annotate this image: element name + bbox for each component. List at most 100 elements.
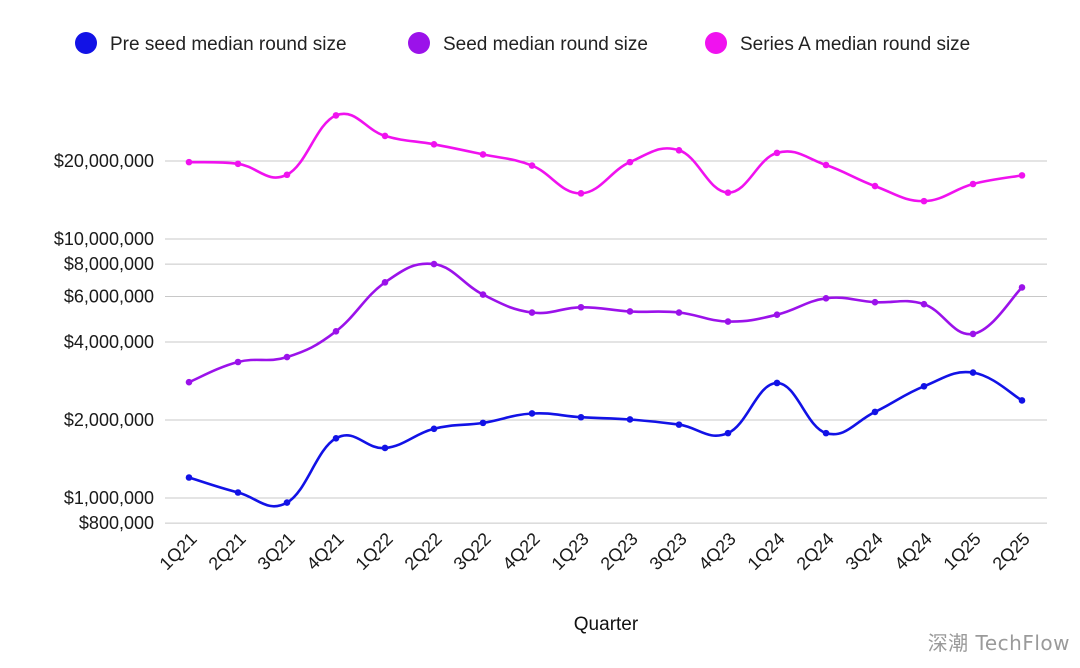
legend-item: Pre seed median round size bbox=[75, 32, 347, 55]
x-tick-label: 1Q23 bbox=[548, 529, 593, 574]
data-point bbox=[234, 489, 242, 496]
data-point bbox=[185, 158, 193, 166]
data-point bbox=[675, 309, 683, 316]
data-point bbox=[528, 309, 536, 316]
x-tick-label: 3Q24 bbox=[842, 529, 887, 574]
series-line-2 bbox=[187, 112, 1024, 203]
data-point bbox=[430, 141, 438, 148]
data-point bbox=[920, 197, 928, 205]
x-tick-label: 3Q22 bbox=[450, 529, 495, 574]
legend-label: Series A median round size bbox=[740, 34, 970, 55]
x-tick-label: 2Q23 bbox=[597, 529, 642, 574]
series-line-0 bbox=[187, 370, 1024, 508]
gridlines bbox=[165, 160, 1047, 524]
data-point bbox=[185, 378, 193, 386]
data-point bbox=[332, 112, 340, 119]
data-point bbox=[577, 413, 585, 421]
data-point bbox=[479, 419, 487, 427]
y-tick-label: $2,000,000 bbox=[64, 410, 154, 430]
data-point bbox=[822, 295, 830, 302]
data-point bbox=[479, 291, 487, 298]
data-point bbox=[969, 369, 977, 376]
data-point bbox=[773, 311, 781, 319]
data-point bbox=[577, 303, 585, 311]
legend-label: Pre seed median round size bbox=[110, 34, 347, 55]
legend-marker bbox=[705, 32, 727, 54]
x-tick-label: 4Q22 bbox=[499, 529, 544, 574]
legend-marker bbox=[408, 32, 430, 54]
legend-label: Seed median round size bbox=[443, 34, 648, 55]
data-point bbox=[577, 190, 585, 197]
x-tick-label: 1Q22 bbox=[352, 529, 397, 574]
data-point bbox=[969, 330, 977, 338]
data-point bbox=[969, 180, 977, 188]
series-lines bbox=[187, 112, 1024, 508]
legend: Pre seed median round size Seed median ro… bbox=[75, 32, 970, 55]
legend-marker bbox=[75, 32, 97, 54]
data-point bbox=[185, 474, 193, 481]
series-line-1 bbox=[187, 262, 1024, 384]
data-point bbox=[871, 298, 879, 306]
data-point bbox=[283, 171, 291, 179]
x-tick-label: 2Q25 bbox=[989, 529, 1034, 574]
x-tick-label: 3Q23 bbox=[646, 529, 691, 574]
x-tick-label: 1Q25 bbox=[940, 529, 985, 574]
data-point bbox=[479, 151, 487, 158]
data-point bbox=[332, 328, 340, 335]
data-point bbox=[724, 318, 732, 325]
data-point bbox=[626, 416, 634, 423]
y-tick-label: $6,000,000 bbox=[64, 286, 154, 306]
data-point bbox=[528, 162, 536, 169]
x-tick-label: 3Q21 bbox=[254, 529, 299, 574]
y-tick-label: $1,000,000 bbox=[64, 488, 154, 508]
data-point bbox=[1018, 284, 1026, 291]
x-tick-label: 1Q21 bbox=[156, 529, 201, 574]
watermark: 深潮 TechFlow bbox=[927, 631, 1070, 655]
y-tick-label: $10,000,000 bbox=[54, 229, 154, 249]
data-point bbox=[920, 382, 928, 390]
data-point bbox=[234, 160, 242, 168]
x-tick-label: 4Q21 bbox=[303, 529, 348, 574]
data-point bbox=[626, 308, 634, 315]
data-point bbox=[1018, 397, 1026, 404]
legend-item: Seed median round size bbox=[408, 32, 648, 55]
data-point bbox=[1018, 172, 1026, 179]
data-point bbox=[528, 410, 536, 417]
data-point bbox=[822, 161, 830, 169]
y-tick-label: $4,000,000 bbox=[64, 332, 154, 352]
y-tick-label: $800,000 bbox=[79, 513, 154, 533]
data-point bbox=[773, 379, 781, 387]
legend-item: Series A median round size bbox=[705, 32, 970, 55]
data-point bbox=[283, 499, 291, 506]
x-tick-label: 1Q24 bbox=[744, 529, 789, 574]
x-axis-ticks: 1Q21 2Q21 3Q21 4Q21 1Q22 2Q22 3Q22 4Q22 1Q23 2Q23… bbox=[156, 529, 1034, 574]
x-tick-label: 2Q21 bbox=[205, 529, 250, 574]
data-point bbox=[822, 429, 830, 437]
data-point bbox=[871, 408, 879, 416]
data-point bbox=[234, 358, 242, 366]
x-axis-label: Quarter bbox=[574, 614, 639, 635]
x-tick-label: 2Q22 bbox=[401, 529, 446, 574]
data-point bbox=[724, 429, 732, 437]
data-point bbox=[675, 146, 683, 154]
data-point bbox=[381, 279, 389, 286]
data-point bbox=[381, 444, 389, 452]
x-tick-label: 4Q24 bbox=[891, 529, 936, 574]
data-point bbox=[381, 132, 389, 140]
data-point bbox=[283, 353, 291, 361]
data-point bbox=[871, 182, 879, 190]
y-axis-ticks: $800,000 $1,000,000 $2,000,000 $4,000,000 $6… bbox=[54, 151, 154, 533]
data-point bbox=[332, 435, 340, 442]
data-point bbox=[773, 149, 781, 157]
series-points bbox=[185, 112, 1026, 506]
y-tick-label: $8,000,000 bbox=[64, 254, 154, 274]
data-point bbox=[675, 421, 683, 428]
data-point bbox=[430, 260, 438, 268]
data-point bbox=[626, 158, 634, 166]
x-tick-label: 2Q24 bbox=[793, 529, 838, 574]
data-point bbox=[724, 189, 732, 196]
y-tick-label: $20,000,000 bbox=[54, 151, 154, 171]
data-point bbox=[920, 300, 928, 308]
data-point bbox=[430, 425, 438, 433]
